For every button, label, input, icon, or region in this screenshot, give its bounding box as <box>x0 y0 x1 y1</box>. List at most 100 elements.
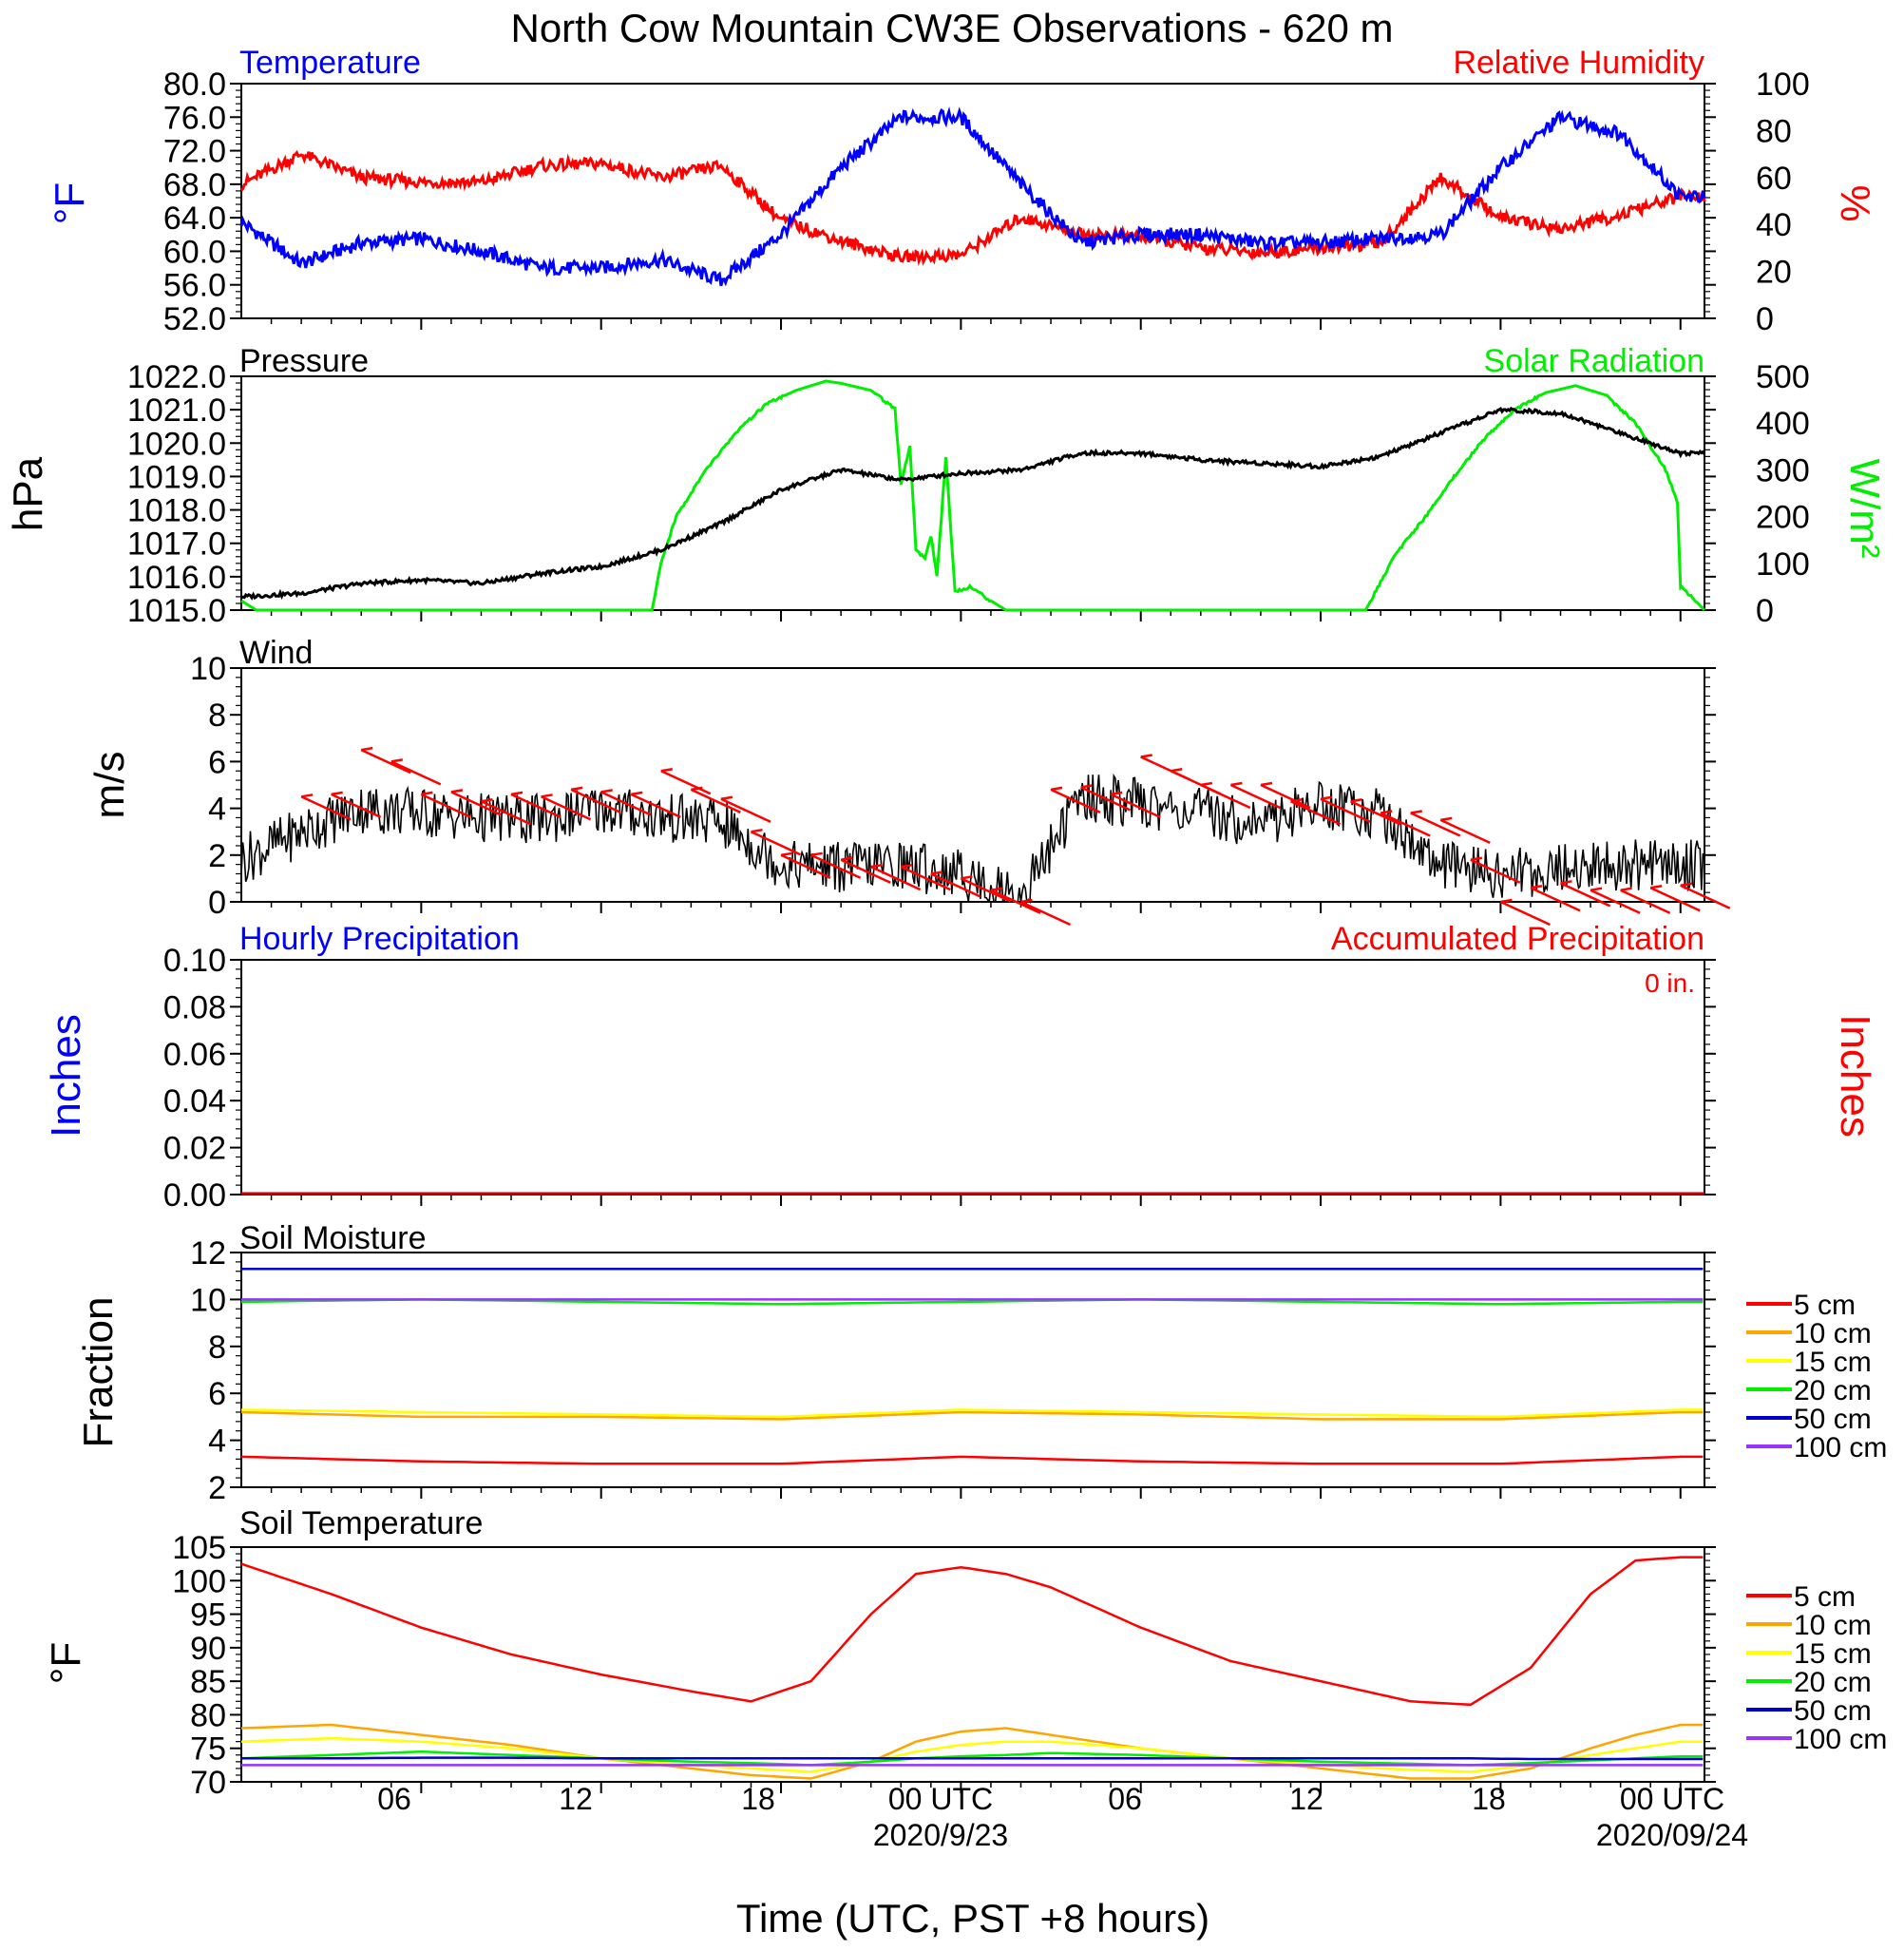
wind-barb-flag <box>751 828 763 833</box>
wind-barb <box>1620 889 1671 914</box>
wind-barb <box>570 788 621 814</box>
x-tick-label: 06 <box>377 1782 411 1816</box>
y-tick-label: 2 <box>208 838 226 874</box>
y-tick-label: 2 <box>208 1470 226 1506</box>
wind-barb-flag <box>1680 882 1692 888</box>
wind-barb-flag <box>481 797 493 803</box>
humidity-series-line <box>240 149 1706 267</box>
wind-barb-flag <box>1230 781 1243 787</box>
wind-barb <box>840 858 891 884</box>
soil-series-line <box>241 1756 1704 1761</box>
wind-barb-flag <box>1080 784 1093 789</box>
precip-right-axis-label: Inches <box>1832 1014 1878 1138</box>
wind-barb-flag <box>450 789 464 794</box>
x-tick-label: 12 <box>559 1782 593 1816</box>
wind-barb <box>390 760 442 786</box>
x-date-label: 2020/09/24 <box>1596 1818 1748 1852</box>
wind-barb <box>1229 783 1281 810</box>
wind-barb-flag <box>1380 810 1393 814</box>
wind-barb-flag <box>1050 786 1063 792</box>
y-tick-label: 0.10 <box>163 943 226 979</box>
wind-barb <box>780 853 831 879</box>
temperature-panel-title: Temperature <box>239 45 421 81</box>
wind-barb <box>510 793 562 818</box>
wind-barb <box>750 831 801 856</box>
wind-barb <box>541 795 592 821</box>
wind-barb <box>1649 887 1701 912</box>
legend-label: 100 cm <box>1794 1724 1887 1755</box>
legend-label: 50 cm <box>1794 1695 1872 1727</box>
soil-temperature-panel-title: Soil Temperature <box>239 1505 483 1541</box>
wind-barb-flag <box>570 786 583 792</box>
y-tick-label: 100 <box>172 1563 226 1599</box>
legend-label: 5 cm <box>1794 1581 1856 1613</box>
wind-barb-flag <box>780 851 793 857</box>
wind-barb <box>1439 818 1491 845</box>
wind-barb <box>1200 783 1251 810</box>
x-tick-label: 00 UTC <box>1620 1782 1724 1816</box>
wind-barb-flag <box>1200 781 1213 787</box>
legend-label: 15 cm <box>1794 1347 1872 1378</box>
wind-barb <box>660 770 712 795</box>
y-tick-label: 0 <box>208 885 226 921</box>
y-tick-label: 10 <box>190 651 226 687</box>
wind-barb <box>1289 800 1342 826</box>
legend-label: 10 cm <box>1794 1610 1872 1641</box>
wind-barb <box>1680 884 1731 909</box>
y-tick-label-right: 100 <box>1756 67 1810 103</box>
legend-label: 20 cm <box>1794 1667 1872 1698</box>
wind-barb-flag <box>1171 768 1183 773</box>
y-tick-label: 8 <box>208 698 226 734</box>
y-tick-label: 60.0 <box>163 234 226 270</box>
legend-label: 50 cm <box>1794 1404 1872 1435</box>
legend-label: 5 cm <box>1794 1290 1856 1321</box>
accumulated-precip-total: 0 in. <box>1645 968 1695 998</box>
wind-barb-flag <box>1140 754 1152 758</box>
wind-barb-flag <box>1590 887 1603 891</box>
wind-barb-flag <box>901 863 913 869</box>
wind-barb <box>960 877 1011 903</box>
wind-barb <box>1050 788 1101 814</box>
y-tick-label-right: 500 <box>1756 359 1810 395</box>
y-tick-label: 1016.0 <box>127 560 226 596</box>
wind-axis-label: m/s <box>86 752 133 819</box>
wind-barb <box>1470 858 1521 884</box>
wind-barb <box>360 748 411 775</box>
wind-barb-flag <box>840 856 853 861</box>
wind-barb <box>1590 889 1641 914</box>
wind-barb <box>420 793 471 818</box>
y-tick-label: 0.06 <box>163 1037 226 1073</box>
y-tick-label: 1022.0 <box>127 359 226 395</box>
y-tick-label: 85 <box>190 1664 226 1700</box>
wind-barb-flag <box>331 791 343 796</box>
y-tick-label: 68.0 <box>163 167 226 203</box>
wind-barb-flag <box>720 795 733 800</box>
wind-barb <box>630 793 681 818</box>
plot-frame <box>240 1252 1705 1488</box>
panel-layer: 80.076.072.068.064.060.056.052.010080604… <box>127 67 1887 1801</box>
y-tick-label-right: 200 <box>1756 500 1810 536</box>
y-tick-label: 8 <box>208 1329 226 1366</box>
y-tick-label: 10 <box>190 1282 226 1318</box>
wind-barb-flag <box>870 863 883 869</box>
humidity-axis-label: % <box>1832 184 1878 221</box>
wind-barb <box>300 795 352 821</box>
wind-barb <box>1080 786 1132 812</box>
y-tick-label: 64.0 <box>163 201 226 237</box>
y-tick-label-right: 60 <box>1756 161 1792 197</box>
wind-barb-flag <box>421 791 433 796</box>
wind-barb-flag <box>660 768 674 773</box>
soil-series-line <box>240 1723 1704 1780</box>
y-tick-label: 0.02 <box>163 1131 226 1167</box>
wind-barb-flag <box>541 794 553 798</box>
wind-barb <box>1380 812 1431 837</box>
y-tick-label: 1015.0 <box>127 593 226 629</box>
y-tick-label: 1018.0 <box>127 493 226 529</box>
humidity-panel-title: Relative Humidity <box>1453 45 1704 81</box>
wind-speed-line <box>240 773 1705 905</box>
wind-barb <box>480 800 531 826</box>
wind-barb-flag <box>1020 898 1033 904</box>
x-axis-title: Time (UTC, PST +8 hours) <box>736 1896 1209 1941</box>
